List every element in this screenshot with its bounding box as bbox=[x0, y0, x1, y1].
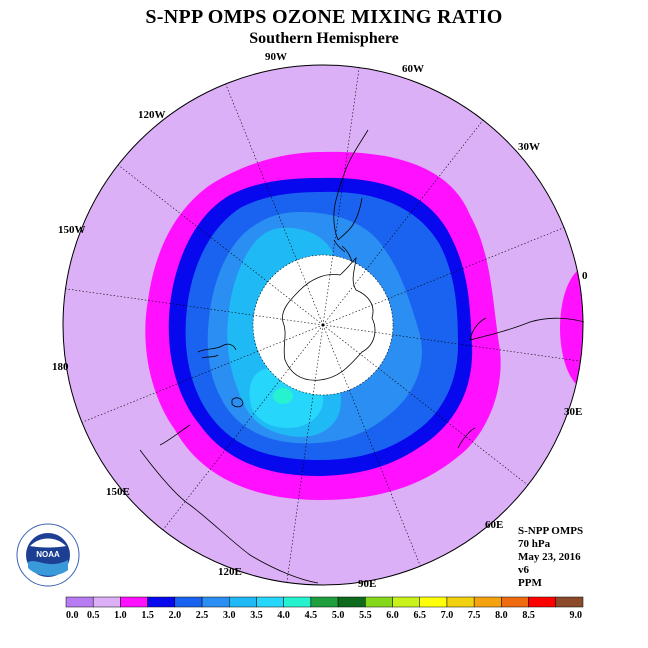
colorbar-swatch bbox=[283, 596, 312, 608]
meridian-line bbox=[225, 83, 298, 261]
map-subtitle: Southern Hemisphere bbox=[249, 30, 399, 47]
meridian-line bbox=[348, 389, 421, 567]
colorbar-swatch bbox=[419, 596, 448, 608]
info-level: 70 hPa bbox=[518, 538, 551, 550]
colorbar-tick-label: 4.0 bbox=[277, 610, 290, 621]
info-version: v6 bbox=[518, 564, 529, 576]
colorbar-swatch bbox=[174, 596, 203, 608]
colorbar-swatch bbox=[528, 596, 557, 608]
colorbar-tick-label: 5.5 bbox=[359, 610, 372, 621]
noaa-logo: NOAA bbox=[16, 523, 80, 587]
colorbar-tick-label: 0.0 bbox=[66, 610, 79, 621]
meridian-line bbox=[365, 119, 484, 271]
graticule bbox=[65, 67, 581, 583]
australia-coastline bbox=[139, 424, 319, 584]
meridian-inner-line bbox=[267, 281, 324, 326]
meridian-inner-line bbox=[279, 324, 324, 381]
meridian-inner-line bbox=[253, 314, 324, 326]
meridian-line bbox=[377, 367, 529, 486]
meridian-line bbox=[387, 227, 565, 300]
lon-label-0: 0 bbox=[582, 270, 588, 282]
colorbar-tick-label: 6.5 bbox=[413, 610, 426, 621]
info-units: PPM bbox=[518, 577, 542, 589]
colorbar-swatch bbox=[555, 596, 584, 608]
lon-label-150w: 150W bbox=[58, 224, 86, 236]
meridian-line bbox=[117, 164, 269, 283]
meridian-line bbox=[162, 379, 281, 531]
colorbar-tick-label: 2.5 bbox=[196, 610, 209, 621]
colorbar: 0.0 0.5 1.0 1.5 2.0 2.5 3.0 3.5 4.0 4.5 5.0 5.5 6.0 6… bbox=[65, 596, 584, 621]
info-date: May 23, 2016 bbox=[518, 551, 581, 563]
africa-coastline bbox=[469, 317, 585, 341]
meridian-inner-line bbox=[296, 259, 324, 326]
meridian-line bbox=[81, 350, 259, 423]
colorbar-tick-label: 8.0 bbox=[495, 610, 508, 621]
info-instrument: S-NPP OMPS bbox=[518, 525, 584, 537]
new-zealand-coastline bbox=[197, 343, 237, 359]
colorbar-tick-label: 7.0 bbox=[441, 610, 454, 621]
meridian-line bbox=[65, 288, 254, 316]
colorbar-swatch bbox=[229, 596, 257, 608]
colorbar-swatch bbox=[65, 596, 94, 608]
lon-label-60w: 60W bbox=[402, 63, 424, 75]
map-boundary bbox=[62, 64, 584, 586]
colorbar-tick-label: 1.0 bbox=[114, 610, 127, 621]
south-america-coastline bbox=[333, 129, 369, 241]
colorbar-swatch bbox=[310, 596, 339, 608]
meridian-inner-line bbox=[312, 324, 324, 395]
colorbar-swatch bbox=[256, 596, 284, 608]
colorbar-tick-label: 6.0 bbox=[386, 610, 399, 621]
band-4.0-4.5 bbox=[273, 388, 293, 404]
colorbar-tick-label: 4.5 bbox=[305, 610, 318, 621]
meridian-line bbox=[286, 394, 314, 583]
colorbar-tick-label: 3.0 bbox=[223, 610, 236, 621]
colorbar-swatch bbox=[473, 596, 502, 608]
colorbar-swatch bbox=[337, 596, 366, 608]
colorbar-swatch bbox=[92, 596, 121, 608]
lon-label-120e: 120E bbox=[218, 566, 242, 578]
colorbar-tick-label: 8.5 bbox=[522, 610, 535, 621]
meridian-inner-line bbox=[257, 324, 324, 352]
lon-label-120w: 120W bbox=[138, 109, 166, 121]
colorbar-tick-label: 5.0 bbox=[332, 610, 345, 621]
meridian-inner-line bbox=[322, 324, 350, 391]
colorbar-tick-label: 3.5 bbox=[250, 610, 263, 621]
colorbar-swatch bbox=[501, 596, 529, 608]
info-block: S-NPP OMPS 70 hPa May 23, 2016 v6 PPM bbox=[518, 525, 583, 590]
colorbar-tick-label: 7.5 bbox=[468, 610, 481, 621]
colorbar-tick-label: 1.5 bbox=[141, 610, 154, 621]
map-title: S-NPP OMPS OZONE MIXING RATIO bbox=[145, 6, 503, 28]
meridian-line bbox=[392, 334, 581, 362]
latitude-circle bbox=[252, 254, 394, 396]
antarctica-coastline bbox=[282, 256, 376, 381]
tasmania-coastline bbox=[231, 397, 244, 408]
lon-label-90w: 90W bbox=[265, 51, 287, 63]
band-1.0-1.5-patch bbox=[560, 266, 583, 390]
colorbar-tick-label: 0.5 bbox=[87, 610, 100, 621]
noaa-logo-text: NOAA bbox=[36, 550, 60, 559]
meridian-inner-line bbox=[322, 269, 367, 326]
lon-label-90e: 90E bbox=[358, 578, 376, 590]
lon-label-60e: 60E bbox=[485, 519, 503, 531]
lon-label-180: 180 bbox=[52, 361, 69, 373]
meridian-inner-line bbox=[322, 324, 379, 369]
meridian-inner-line bbox=[322, 324, 393, 336]
colorbar-swatch bbox=[446, 596, 475, 608]
meridian-line bbox=[332, 67, 360, 256]
colorbar-swatch bbox=[365, 596, 393, 608]
colorbar-swatch bbox=[120, 596, 148, 608]
colorbar-tick-label: 2.0 bbox=[169, 610, 182, 621]
lon-label-150e: 150E bbox=[106, 486, 130, 498]
colorbar-swatch bbox=[392, 596, 420, 608]
colorbar-swatch bbox=[201, 596, 230, 608]
meridian-inner-line bbox=[322, 255, 334, 326]
lon-label-30w: 30W bbox=[518, 141, 540, 153]
madagascar-coastline bbox=[457, 427, 476, 449]
south-pole-marker bbox=[321, 323, 325, 327]
colorbar-swatch bbox=[147, 596, 176, 608]
meridian-inner-line bbox=[322, 298, 389, 326]
lon-label-30e: 30E bbox=[564, 406, 582, 418]
colorbar-tick-label: 9.0 bbox=[570, 610, 583, 621]
